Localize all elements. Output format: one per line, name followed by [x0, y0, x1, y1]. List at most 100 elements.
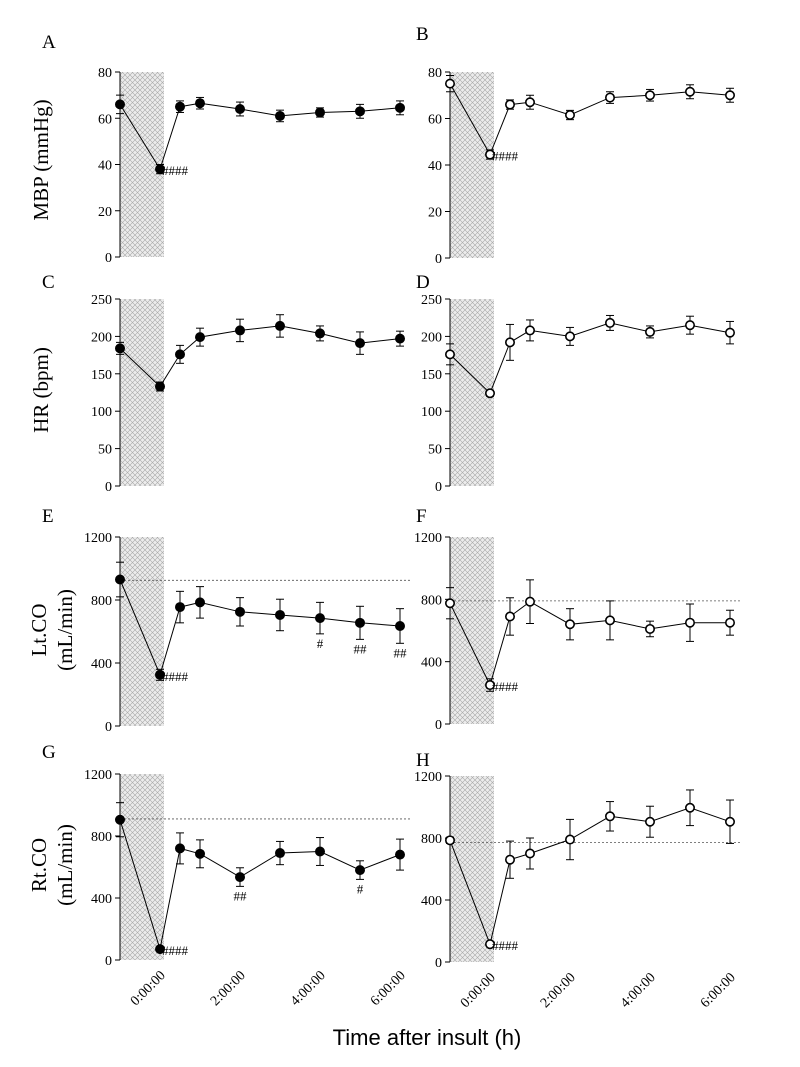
y-tick-label: 200 — [91, 330, 112, 345]
y-tick-label: 20 — [428, 206, 442, 221]
y-tick-label: 250 — [421, 293, 442, 308]
y-tick-label: 40 — [428, 159, 442, 174]
panel-letter: C — [42, 272, 55, 293]
data-point — [484, 680, 495, 691]
data-point — [314, 328, 325, 339]
y-tick-label: 800 — [421, 593, 442, 608]
data-point — [195, 332, 206, 343]
data-point — [484, 388, 495, 399]
data-point — [175, 843, 186, 854]
significance-mark: #### — [162, 163, 189, 178]
data-point — [274, 110, 285, 121]
data-point — [235, 606, 246, 617]
y-tick-label: 800 — [421, 832, 442, 847]
x-tick-label: 4:00:00 — [618, 970, 659, 1011]
data-point — [314, 613, 325, 624]
data-point — [314, 846, 325, 857]
y-tick-label: 200 — [421, 330, 442, 345]
data-point — [564, 619, 575, 630]
panel-letter: F — [416, 506, 427, 527]
data-point — [155, 944, 166, 955]
data-point — [115, 814, 126, 825]
shaded-interval — [120, 299, 164, 486]
y-tick-label: 50 — [428, 443, 442, 458]
data-point — [444, 349, 455, 360]
data-point — [155, 669, 166, 680]
y-tick-label: 0 — [105, 480, 112, 495]
data-point — [604, 615, 615, 626]
data-point — [394, 333, 405, 344]
data-point — [724, 327, 735, 338]
y-tick-label: 60 — [98, 112, 112, 127]
y-axis-label-mbp: MBP (mmHg) — [29, 99, 53, 220]
y-axis-label-lt-co-unit: (mL/min) — [53, 589, 77, 671]
panel-letter: B — [416, 24, 429, 45]
data-point — [354, 865, 365, 876]
data-point — [444, 78, 455, 89]
x-tick-label: 6:00:00 — [698, 970, 739, 1011]
y-axis-label-hr: HR (bpm) — [29, 347, 53, 433]
data-point — [724, 90, 735, 101]
significance-mark: #### — [492, 149, 519, 164]
significance-mark: #### — [162, 669, 189, 684]
data-point — [724, 816, 735, 827]
y-tick-label: 1200 — [84, 531, 112, 546]
data-point — [354, 106, 365, 117]
data-point — [195, 597, 206, 608]
data-point — [604, 92, 615, 103]
data-point — [175, 101, 186, 112]
data-point — [354, 338, 365, 349]
x-tick-label: 4:00:00 — [288, 968, 329, 1009]
y-tick-label: 0 — [435, 956, 442, 971]
data-point — [235, 104, 246, 115]
data-point — [564, 331, 575, 342]
significance-mark: ## — [234, 888, 248, 903]
data-point — [724, 617, 735, 628]
y-axis-label-rt-co-unit: (mL/min) — [53, 824, 77, 906]
data-point — [484, 939, 495, 950]
x-tick-label: 0:00:00 — [128, 968, 169, 1009]
y-tick-label: 1200 — [414, 770, 442, 785]
significance-mark: # — [317, 636, 324, 651]
y-tick-label: 0 — [105, 251, 112, 266]
y-tick-label: 60 — [428, 113, 442, 128]
data-point — [604, 811, 615, 822]
y-tick-label: 250 — [91, 293, 112, 308]
data-point — [274, 848, 285, 859]
data-point — [314, 107, 325, 118]
shaded-interval — [120, 774, 164, 960]
data-point — [684, 86, 695, 97]
data-point — [644, 326, 655, 337]
data-point — [115, 574, 126, 585]
significance-mark: #### — [492, 938, 519, 953]
panel-letter: A — [42, 32, 56, 53]
data-point — [644, 816, 655, 827]
y-tick-label: 400 — [91, 657, 112, 672]
data-point — [484, 149, 495, 160]
panel-letter: H — [416, 750, 430, 771]
y-tick-label: 1200 — [84, 768, 112, 783]
significance-mark: ## — [354, 641, 368, 656]
data-point — [564, 110, 575, 121]
y-tick-label: 80 — [428, 66, 442, 81]
y-tick-label: 100 — [421, 405, 442, 420]
y-axis-label-lt-co: Lt.CO — [27, 603, 51, 656]
data-point — [354, 617, 365, 628]
data-point — [524, 596, 535, 607]
data-point — [394, 849, 405, 860]
x-axis-label: Time after insult (h) — [333, 1025, 522, 1050]
data-point — [564, 834, 575, 845]
panels-layer: 020406080####A020406080####B050100150200… — [42, 24, 742, 1011]
data-point — [684, 320, 695, 331]
significance-mark: #### — [492, 679, 519, 694]
panel-f: 0 400 800 1200 #### F — [414, 506, 742, 733]
panel-h: 0 400 800 1200 #### H 0:00:00 2:00:00 4:00:00 6:0… — [414, 750, 742, 1011]
panel-letter: D — [416, 272, 430, 293]
y-tick-label: 20 — [98, 205, 112, 220]
y-tick-label: 150 — [421, 368, 442, 383]
x-tick-label: 2:00:00 — [538, 970, 579, 1011]
significance-mark: ## — [394, 645, 408, 660]
